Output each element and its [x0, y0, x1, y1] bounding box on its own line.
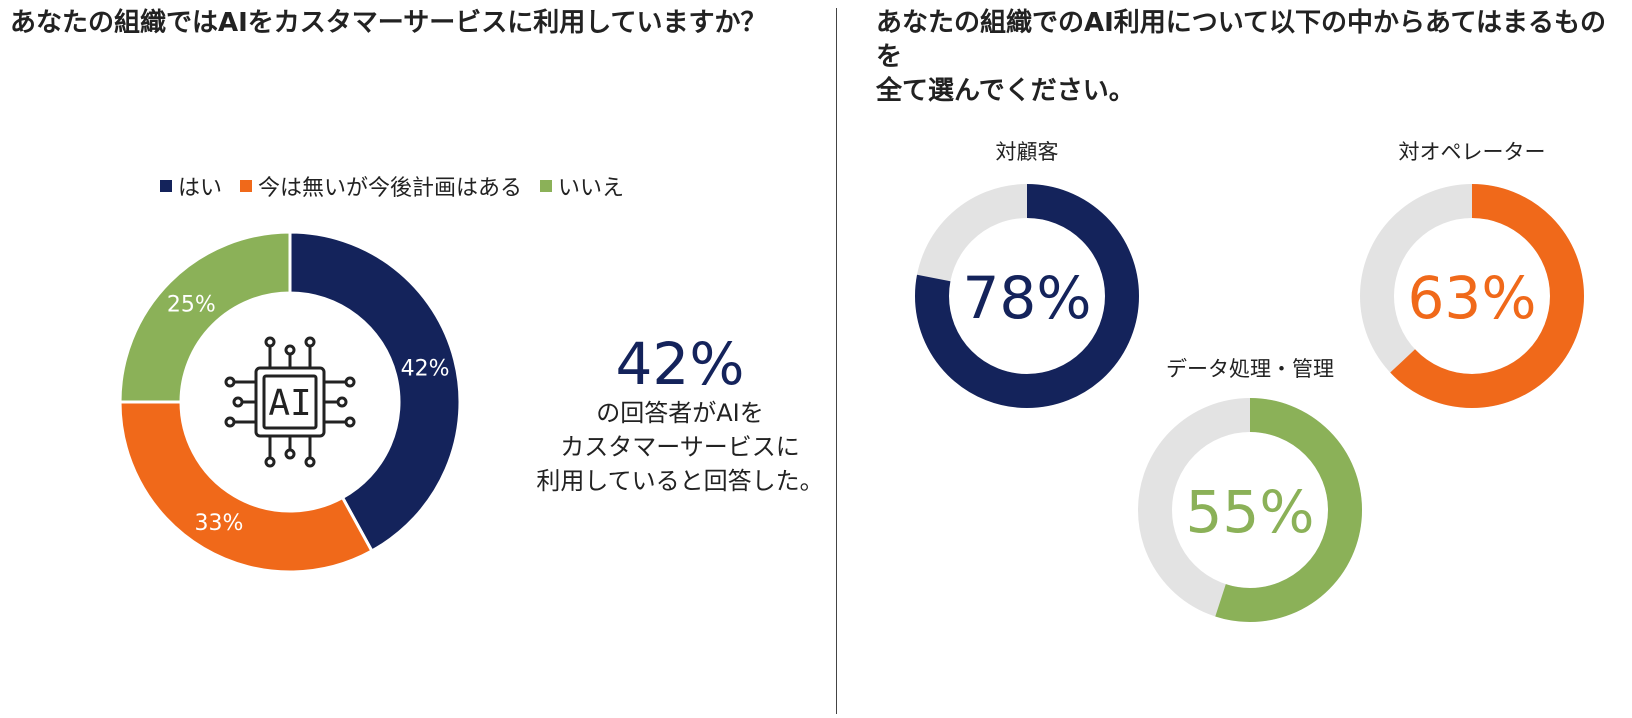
- donut-title-data-processing: データ処理・管理: [1166, 357, 1334, 381]
- svg-text:AI: AI: [268, 383, 311, 424]
- donut-slice-yes: [288, 230, 462, 554]
- key-stat-line-2: カスタマーサービスに: [560, 433, 800, 461]
- legend-item-yes: はい: [160, 170, 222, 202]
- key-stat-line-1: の回答者がAIを: [596, 399, 764, 427]
- legend-item-planned: 今は無いが今後計画はある: [240, 170, 522, 202]
- donut-value-customer: 78%: [963, 264, 1092, 332]
- key-stat-description: の回答者がAIを カスタマーサービスに 利用していると回答した。: [520, 396, 840, 498]
- donut-arc-operator: [1360, 184, 1584, 408]
- donut-arc-data-processing: [1138, 398, 1362, 622]
- donut-label-planned: 33%: [195, 511, 244, 536]
- donut-slice-no: [118, 230, 292, 404]
- donut-label-yes: 42%: [401, 356, 450, 381]
- donut-title-customer: 対顧客: [995, 140, 1059, 164]
- question-1-title: あなたの組織ではAIをカスタマーサービスに利用していますか？: [10, 8, 767, 38]
- donut-value-data-processing: 55%: [1186, 478, 1315, 546]
- legend-swatch: [240, 180, 253, 192]
- key-stat-line-3: 利用していると回答した。: [536, 467, 824, 495]
- legend-swatch: [160, 180, 172, 192]
- donut-arc-customer: [915, 184, 1139, 408]
- donut-title-operator: 対オペレーター: [1398, 140, 1546, 164]
- legend-swatch: [540, 180, 553, 192]
- donut-slice-planned: [118, 400, 374, 574]
- key-stat-callout: 42% の回答者がAIを カスタマーサービスに 利用していると回答した。: [520, 332, 840, 498]
- donut-value-operator: 63%: [1408, 264, 1537, 332]
- question-2-title: あなたの組織でのAI利用について以下の中からあてはまるものを 全て選んでください…: [876, 6, 1616, 108]
- legend-label: はい: [178, 176, 223, 201]
- ai-chip-icon: AI: [224, 336, 356, 468]
- question-2-title-line-2: 全て選んでください。: [876, 76, 1135, 106]
- legend-label: いいえ: [558, 176, 625, 201]
- panel-divider: [836, 8, 837, 714]
- key-stat-value: 42%: [615, 330, 745, 398]
- chart-legend: はい 今は無いが今後計画はある いいえ: [160, 170, 624, 202]
- donut-label-no: 25%: [167, 292, 216, 317]
- legend-item-no: いいえ: [540, 170, 624, 202]
- question-2-title-line-1: あなたの組織でのAI利用について以下の中からあてはまるものを: [876, 8, 1606, 72]
- legend-label: 今は無いが今後計画はある: [258, 176, 523, 201]
